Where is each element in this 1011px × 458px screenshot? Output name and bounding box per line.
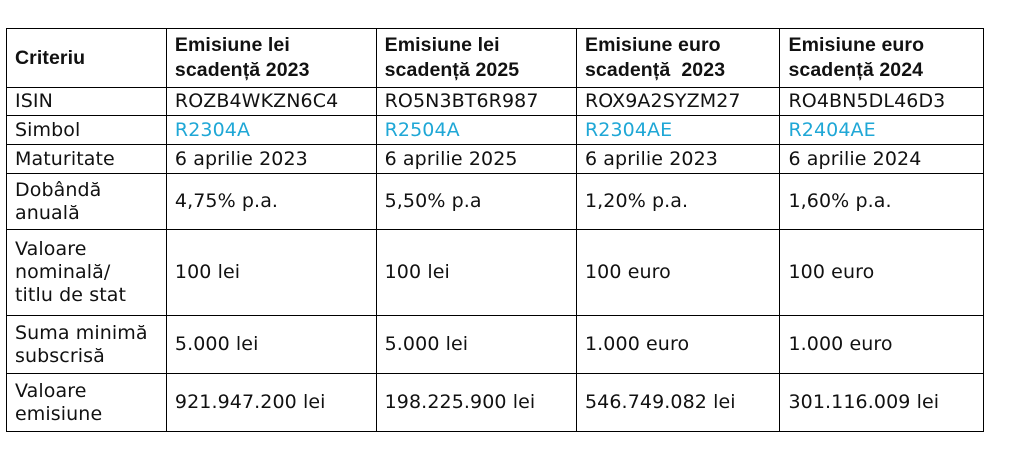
table-cell: R2504A <box>375 115 577 145</box>
header-line: scadență 2024 <box>788 59 924 81</box>
table-cell: ROX9A2SYZM27 <box>575 87 781 116</box>
table-cell: 198.225.900 lei <box>375 373 577 432</box>
table-row-simbol: Simbol R2304A R2504A R2304AE R2404AE <box>6 115 984 145</box>
header-emisiune-lei-2023: Emisiune lei scadență 2023 <box>165 28 377 88</box>
table-cell: 1,60% p.a. <box>779 173 984 230</box>
table-cell: RO4BN5DL46D3 <box>779 87 984 116</box>
table-cell: 1.000 euro <box>575 315 781 374</box>
row-label-line: nominală/ <box>15 261 111 283</box>
table-body: ISIN ROZB4WKZN6C4 RO5N3BT6R987 ROX9A2SYZ… <box>6 87 984 432</box>
table-cell: 5.000 lei <box>375 315 577 374</box>
table-cell: 1.000 euro <box>779 315 984 374</box>
table-row-suma-minima: Suma minimă subscrisă 5.000 lei 5.000 le… <box>6 315 984 374</box>
row-label-line: subscrisă <box>15 344 105 367</box>
header-row: Criteriu Emisiune lei scadență 2023 Emis… <box>6 28 984 88</box>
row-label: Valoare nominală/ titlu de stat <box>6 229 167 316</box>
table-row-dobanda: Dobândă anuală 4,75% p.a. 5,50% p.a 1,20… <box>6 173 984 230</box>
table-cell: R2404AE <box>779 115 984 145</box>
header-line: scadență 2023 <box>584 59 726 81</box>
row-label: ISIN <box>6 87 167 116</box>
table-row-maturitate: Maturitate 6 aprilie 2023 6 aprilie 2025… <box>6 144 984 174</box>
table-cell: ROZB4WKZN6C4 <box>165 87 377 116</box>
row-label: Simbol <box>6 115 167 145</box>
table-cell: 6 aprilie 2024 <box>779 144 984 174</box>
header-emisiune-lei-2025: Emisiune lei scadență 2025 <box>375 28 577 88</box>
table-cell: R2304A <box>165 115 377 145</box>
row-label-line: titlu de stat <box>15 284 127 306</box>
symbol-link[interactable]: R2404AE <box>788 118 876 141</box>
row-label-line: anuală <box>15 201 80 224</box>
table-row-valoare-emisiune: Valoare emisiune 921.947.200 lei 198.225… <box>6 373 984 432</box>
table-cell: 6 aprilie 2023 <box>575 144 781 174</box>
table-row-isin: ISIN ROZB4WKZN6C4 RO5N3BT6R987 ROX9A2SYZ… <box>6 87 984 116</box>
header-criteriu: Criteriu <box>6 28 167 88</box>
table-cell: 546.749.082 lei <box>575 373 781 432</box>
table-row-valoare-nominala: Valoare nominală/ titlu de stat 100 lei … <box>6 229 984 316</box>
row-label-line: Valoare <box>15 379 87 402</box>
table-cell: 921.947.200 lei <box>165 373 377 432</box>
header-line: Emisiune lei <box>384 34 500 56</box>
table-cell: 301.116.009 lei <box>779 373 984 432</box>
bond-issues-table-container: Criteriu Emisiune lei scadență 2023 Emis… <box>6 28 984 432</box>
header-line: Emisiune euro <box>788 34 925 56</box>
header-line: scadență 2023 <box>174 59 310 81</box>
row-label-line: Valoare <box>15 238 87 260</box>
table-header: Criteriu Emisiune lei scadență 2023 Emis… <box>6 28 984 88</box>
row-label: Maturitate <box>6 144 167 174</box>
row-label-line: Dobândă <box>15 178 102 201</box>
table-cell: RO5N3BT6R987 <box>375 87 577 116</box>
row-label: Dobândă anuală <box>6 173 167 230</box>
row-label-line: Suma minimă <box>15 321 148 344</box>
table-cell: 5,50% p.a <box>375 173 577 230</box>
row-label: Valoare emisiune <box>6 373 167 432</box>
symbol-link[interactable]: R2304A <box>174 118 251 141</box>
table-cell: 4,75% p.a. <box>165 173 377 230</box>
symbol-link[interactable]: R2304AE <box>584 118 673 141</box>
table-cell: 100 euro <box>575 229 781 316</box>
header-emisiune-euro-2023: Emisiune euro scadență 2023 <box>575 28 781 88</box>
row-label-line: emisiune <box>15 402 103 425</box>
table-cell: 100 euro <box>779 229 984 316</box>
header-line: scadență 2025 <box>384 59 520 81</box>
header-line: Emisiune lei <box>174 34 290 56</box>
table-cell: 6 aprilie 2025 <box>375 144 577 174</box>
table-cell: 1,20% p.a. <box>575 173 781 230</box>
header-line: Emisiune euro <box>584 34 721 56</box>
table-cell: 6 aprilie 2023 <box>165 144 377 174</box>
table-cell: 5.000 lei <box>165 315 377 374</box>
table-cell: 100 lei <box>165 229 377 316</box>
header-emisiune-euro-2024: Emisiune euro scadență 2024 <box>779 28 984 88</box>
table-cell: R2304AE <box>575 115 781 145</box>
row-label: Suma minimă subscrisă <box>6 315 167 374</box>
symbol-link[interactable]: R2504A <box>384 118 460 141</box>
table-cell: 100 lei <box>375 229 577 316</box>
bond-issues-table: Criteriu Emisiune lei scadență 2023 Emis… <box>6 28 984 432</box>
